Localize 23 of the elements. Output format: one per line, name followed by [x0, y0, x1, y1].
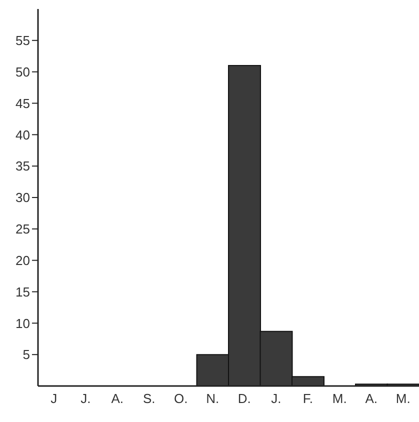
y-tick-label: 35 — [16, 158, 30, 174]
x-tick-label: N. — [206, 391, 220, 406]
y-tick-label: 50 — [16, 64, 30, 80]
x-tick-label: J. — [271, 391, 282, 406]
x-tick-label: M. — [332, 391, 347, 406]
y-tick-label: 10 — [16, 316, 30, 331]
y-tick-label: 40 — [16, 127, 30, 142]
x-tick-label: S. — [142, 391, 156, 406]
y-tick-label: 30 — [16, 190, 30, 206]
y-tick-label: 5 — [22, 347, 30, 362]
y-tick-label: 15 — [16, 284, 30, 300]
y-tick-label: 20 — [16, 252, 30, 268]
x-tick-label: O. — [174, 391, 188, 406]
x-tick-label: A. — [365, 391, 378, 406]
x-tick-label: J — [50, 391, 58, 406]
y-tick-label: 55 — [16, 33, 30, 48]
x-tick-label: M. — [396, 391, 410, 406]
y-tick-label: 25 — [16, 222, 30, 237]
x-tick-label: D. — [238, 391, 251, 406]
x-tick-label: A. — [111, 391, 124, 406]
y-tick-label: 45 — [16, 96, 30, 111]
x-tick-label: J. — [80, 391, 91, 406]
x-tick-label: F. — [302, 391, 313, 406]
